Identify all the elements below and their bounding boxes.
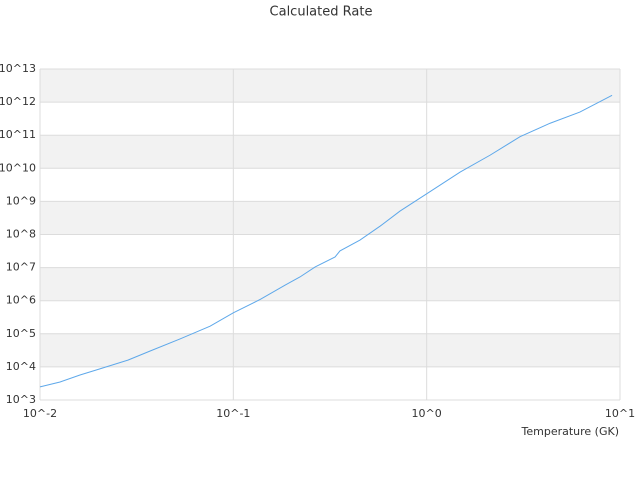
grid-band bbox=[40, 69, 620, 103]
grid-band bbox=[40, 135, 620, 169]
line bbox=[39, 94, 613, 388]
y-tick-label: 10^9 bbox=[6, 194, 36, 207]
grid-band bbox=[40, 201, 620, 235]
y-tick-label: 10^13 bbox=[0, 62, 36, 75]
x-tick-label: 10^1 bbox=[605, 407, 635, 420]
y-tick-label: 10^5 bbox=[6, 327, 36, 340]
x-tick-label: 10^-1 bbox=[216, 407, 250, 420]
x-tick-label: 10^-2 bbox=[23, 407, 57, 420]
y-tick-label: 10^7 bbox=[6, 261, 36, 274]
chart-title: Calculated Rate bbox=[270, 5, 373, 20]
x-axis-label: Temperature (GK) bbox=[521, 425, 620, 438]
x-tick-label: 10^0 bbox=[412, 407, 442, 420]
y-tick-label: 10^4 bbox=[6, 360, 36, 373]
grid-band bbox=[40, 333, 620, 367]
y-tick-label: 10^11 bbox=[0, 128, 36, 141]
y-tick-label: 10^12 bbox=[0, 95, 36, 108]
grid-band bbox=[40, 267, 620, 301]
y-tick-label: 10^6 bbox=[6, 294, 36, 307]
y-tick-label: 10^8 bbox=[6, 228, 36, 241]
y-tick-label: 10^3 bbox=[6, 393, 36, 406]
y-tick-label: 10^10 bbox=[0, 161, 36, 174]
